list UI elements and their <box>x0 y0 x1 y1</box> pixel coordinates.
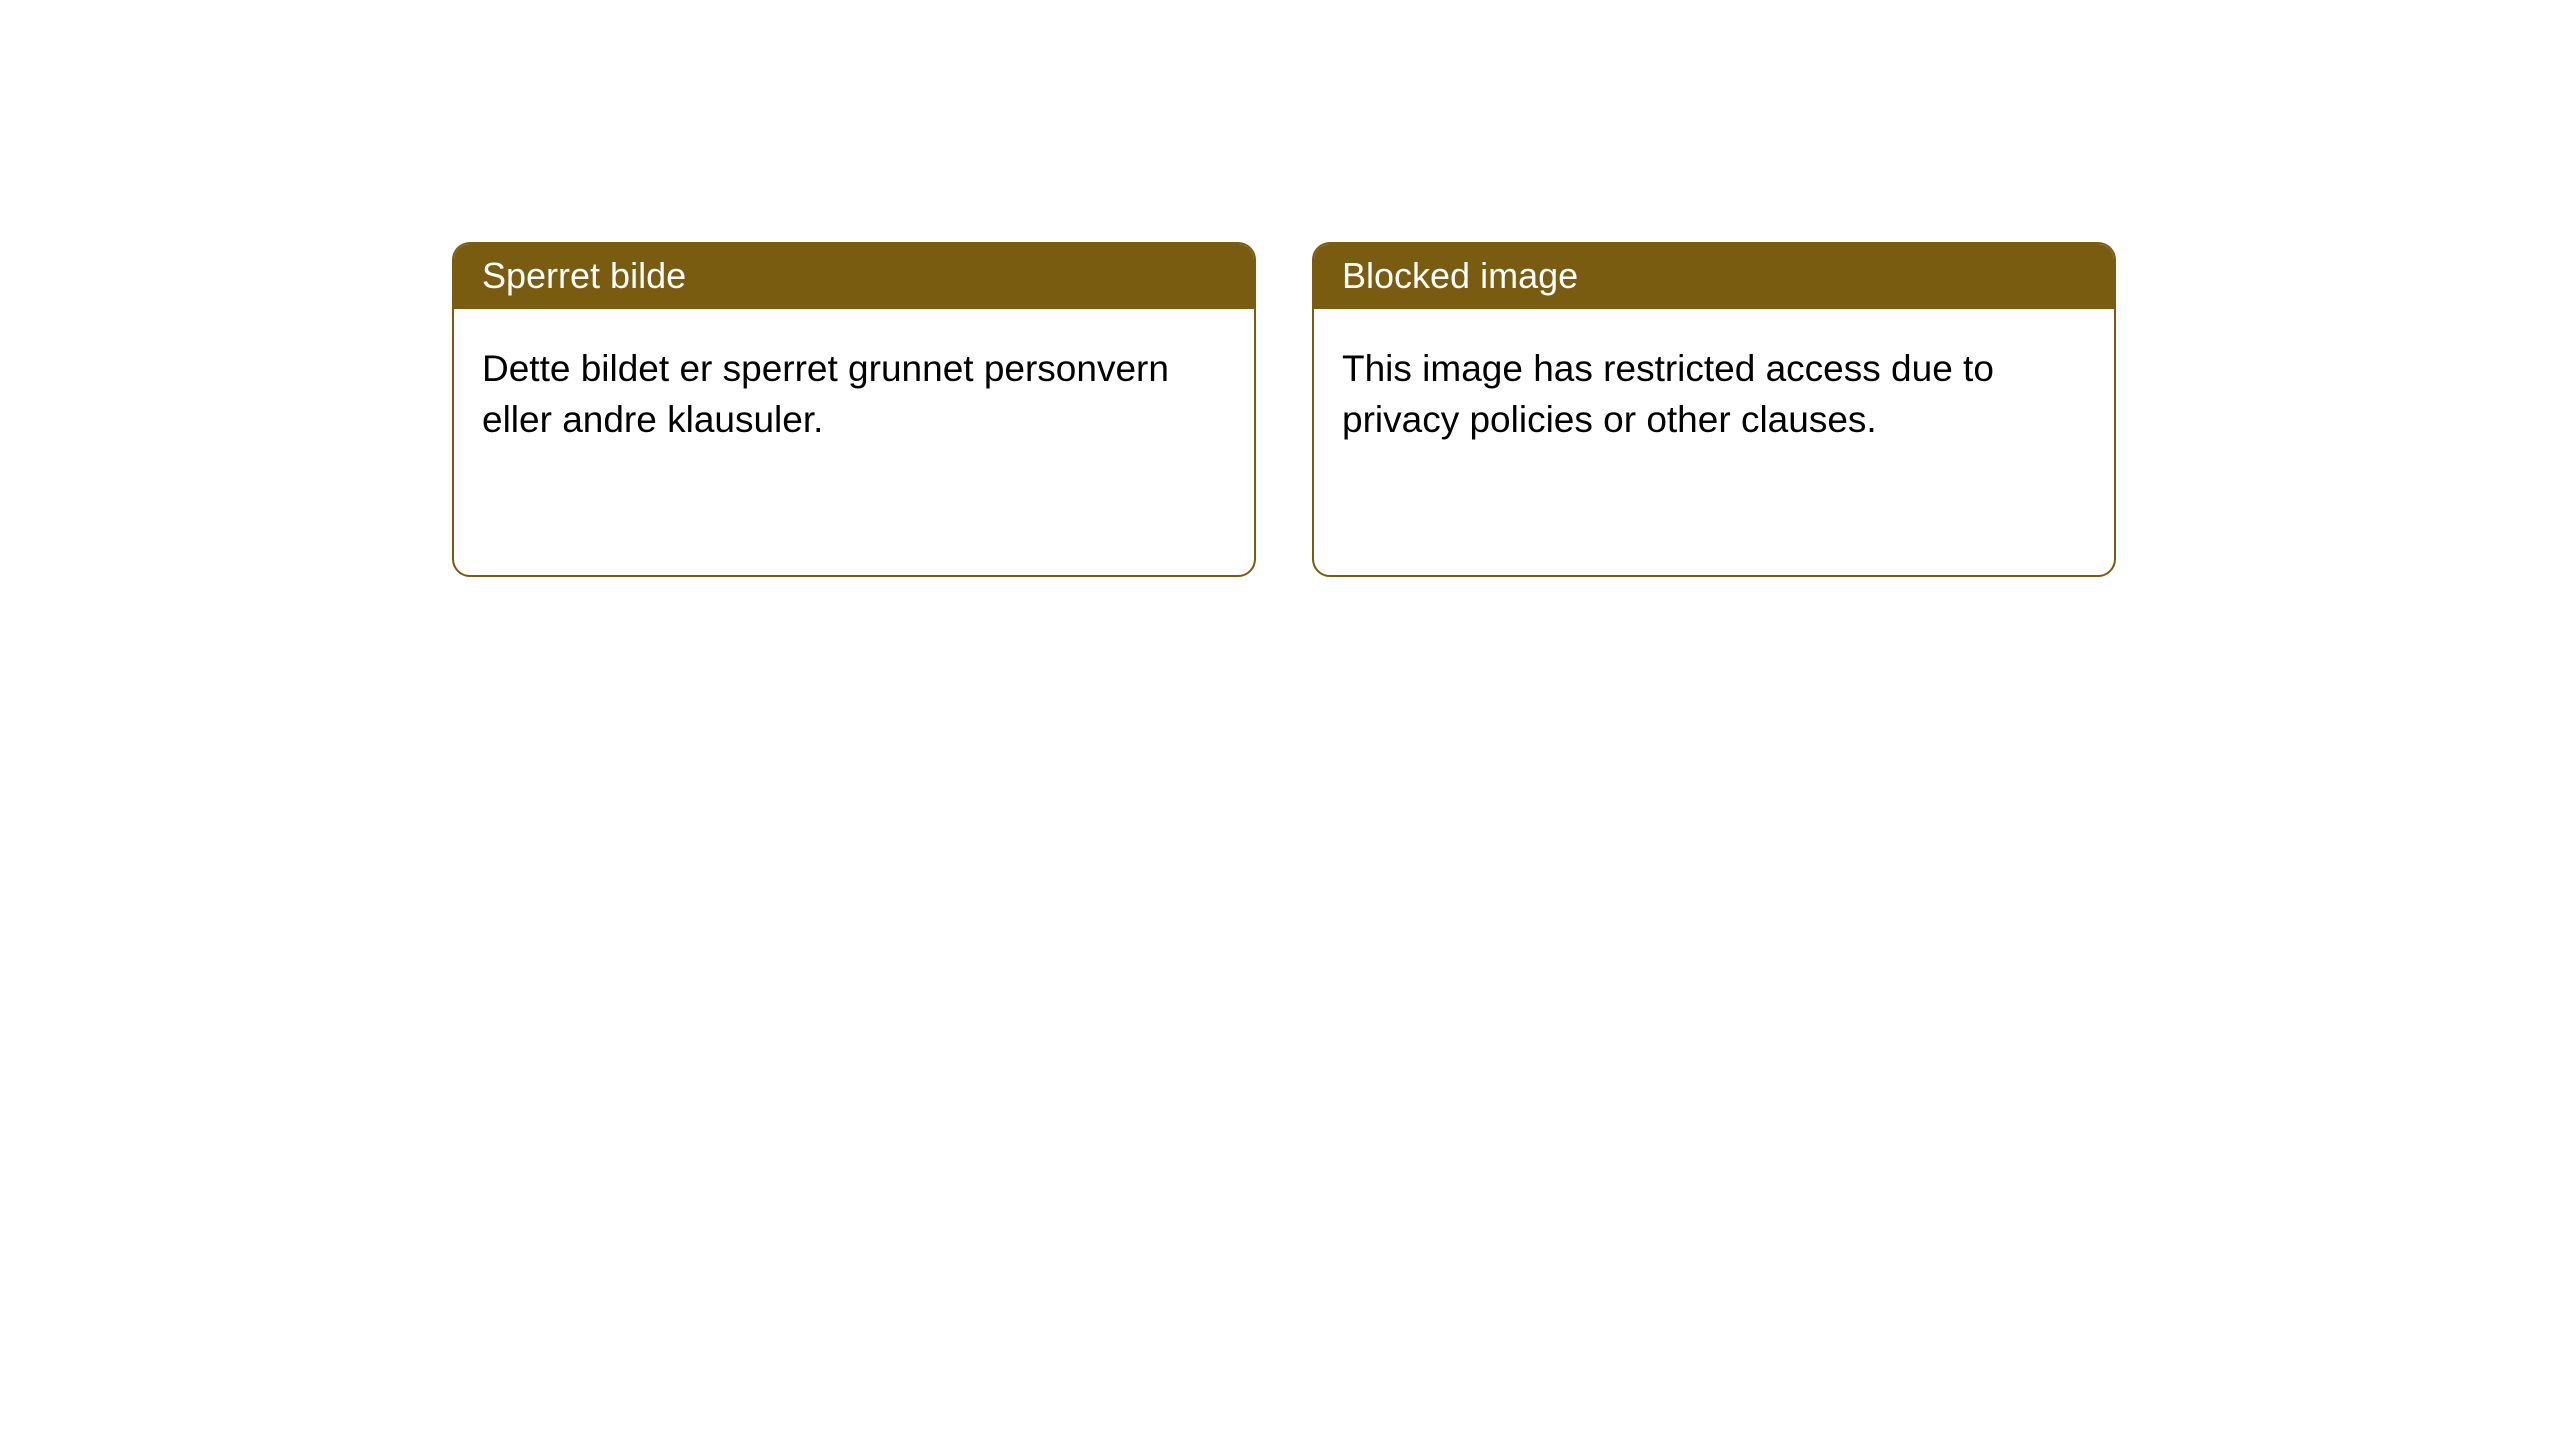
notice-card-english: Blocked image This image has restricted … <box>1312 242 2116 577</box>
notice-card-title: Sperret bilde <box>454 244 1254 309</box>
notice-card-body: Dette bildet er sperret grunnet personve… <box>454 309 1254 479</box>
notice-cards-container: Sperret bilde Dette bildet er sperret gr… <box>0 0 2560 577</box>
notice-card-title: Blocked image <box>1314 244 2114 309</box>
notice-card-body: This image has restricted access due to … <box>1314 309 2114 479</box>
notice-card-norwegian: Sperret bilde Dette bildet er sperret gr… <box>452 242 1256 577</box>
